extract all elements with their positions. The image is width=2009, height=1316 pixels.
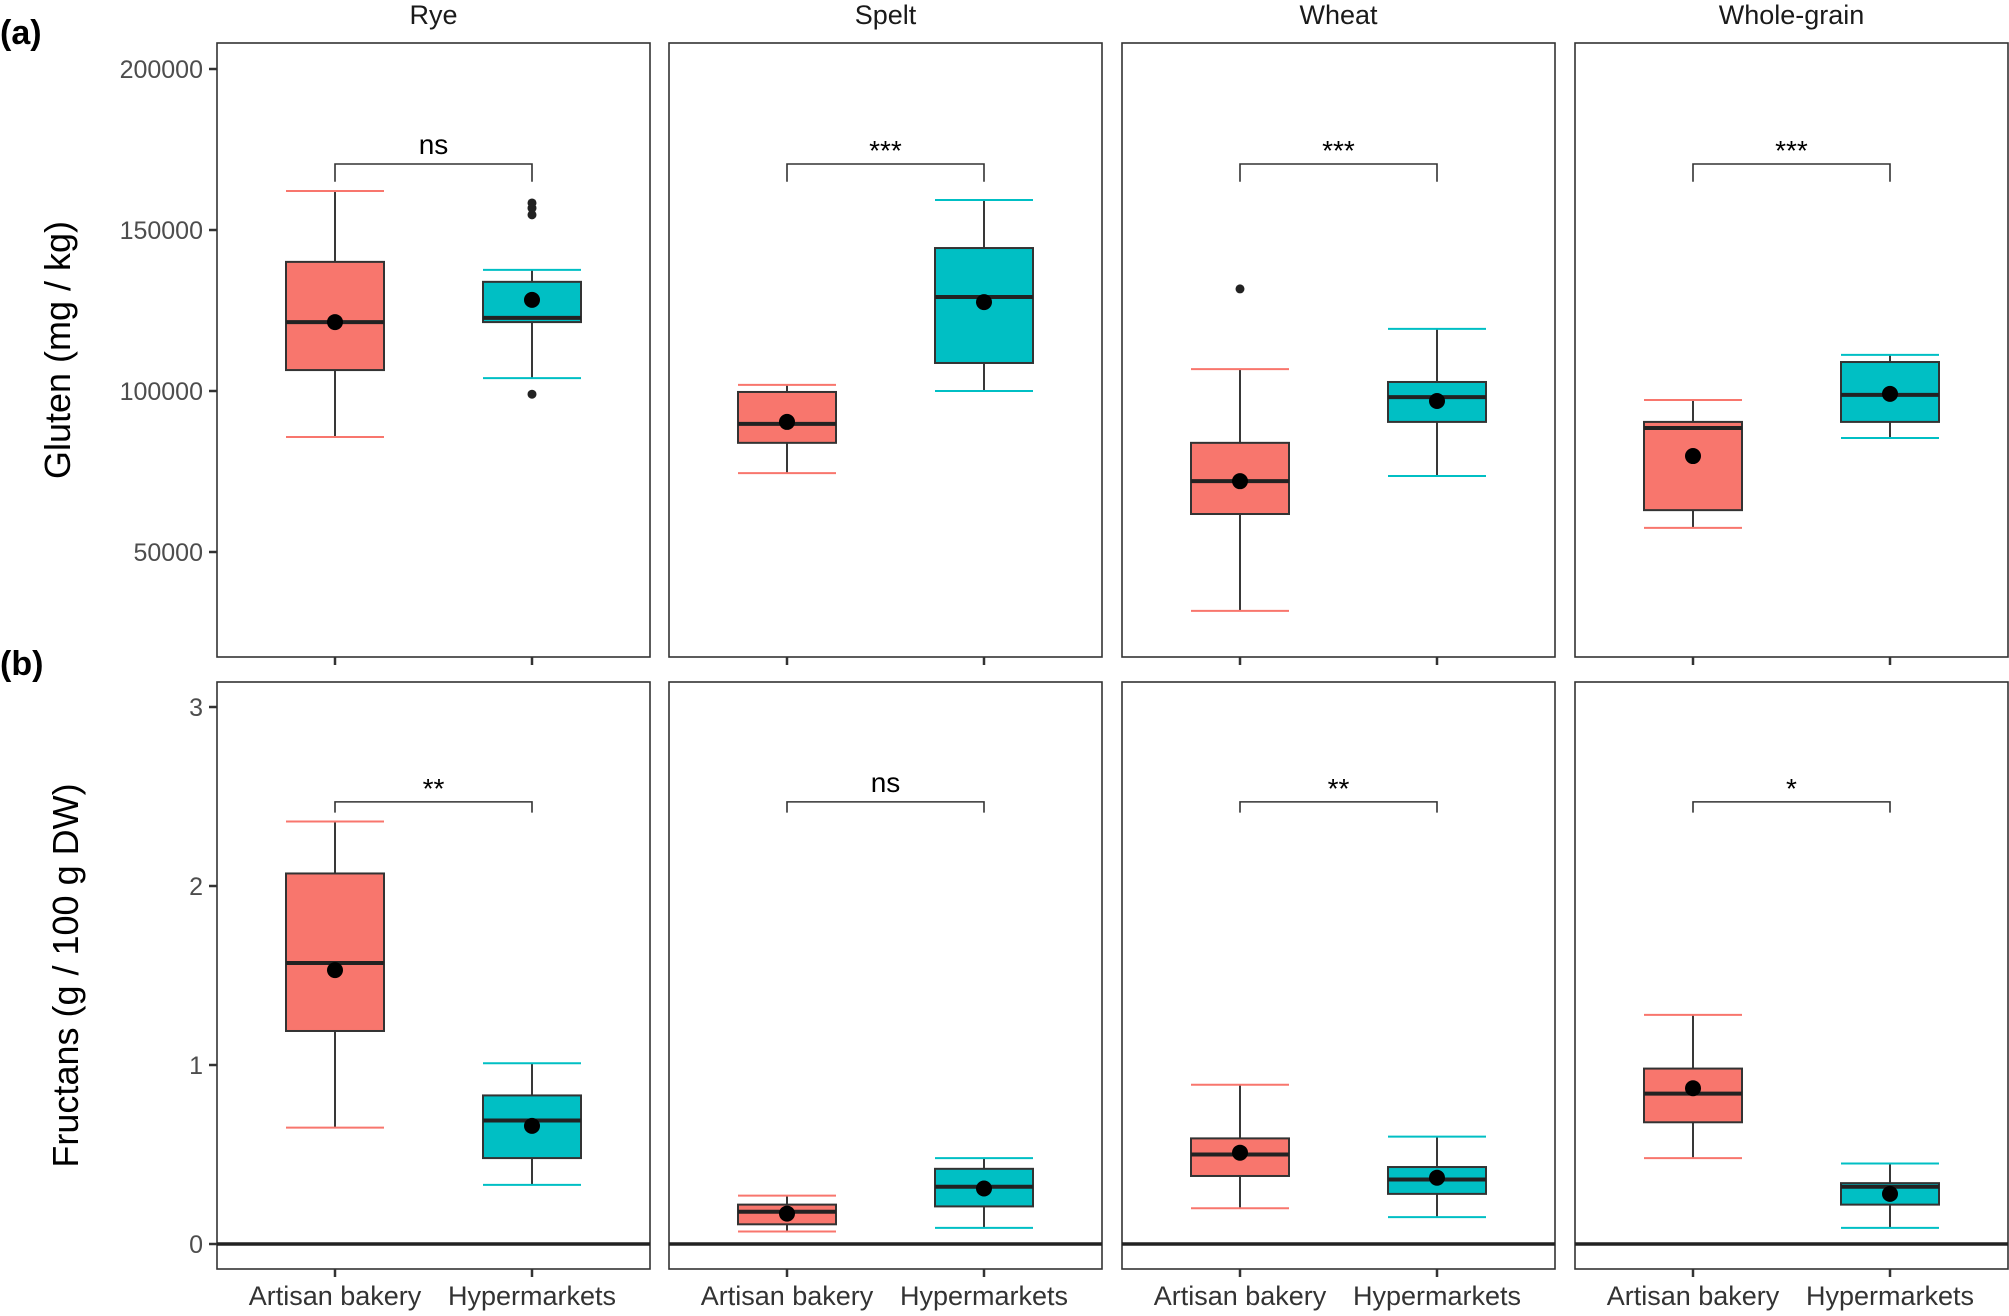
mean-point bbox=[1685, 1080, 1701, 1097]
significance-label: ** bbox=[1328, 773, 1350, 804]
significance-bracket bbox=[334, 801, 533, 813]
y-tick-label: 50000 bbox=[133, 539, 203, 567]
panel-border bbox=[1121, 42, 1556, 658]
mean-point bbox=[976, 294, 992, 311]
significance-label: *** bbox=[1322, 135, 1355, 166]
significance-bracket bbox=[1239, 801, 1438, 813]
significance-bracket bbox=[786, 801, 985, 813]
facet-title: Rye bbox=[409, 0, 457, 30]
significance-label: ** bbox=[423, 773, 445, 804]
box-artisan-bakery bbox=[285, 872, 385, 1032]
mean-point bbox=[779, 1205, 795, 1222]
mean-point bbox=[779, 413, 795, 430]
mean-point bbox=[1232, 1144, 1248, 1161]
significance-bracket bbox=[1692, 163, 1891, 182]
significance-bracket bbox=[1692, 801, 1891, 813]
mean-point bbox=[524, 1117, 540, 1134]
y-tick-label: 100000 bbox=[120, 378, 203, 406]
facet-title: Wheat bbox=[1299, 0, 1378, 30]
y-tick-label: 150000 bbox=[120, 217, 203, 245]
mean-point bbox=[1429, 1169, 1445, 1186]
mean-point bbox=[327, 314, 343, 331]
significance-label: ns bbox=[419, 129, 449, 160]
y-tick-label: 0 bbox=[189, 1231, 203, 1259]
x-tick-label: Hypermarkets bbox=[1806, 1281, 1974, 1311]
significance-label: ns bbox=[871, 767, 901, 798]
y-axis-title: Fructans (g / 100 g DW) bbox=[45, 783, 86, 1167]
panel-tag: (a) bbox=[0, 14, 42, 52]
outlier-point bbox=[527, 210, 537, 220]
y-tick-label: 2 bbox=[189, 873, 203, 901]
outlier-point bbox=[527, 389, 537, 399]
significance-bracket bbox=[334, 163, 533, 182]
y-tick-label: 1 bbox=[189, 1052, 203, 1080]
significance-label: *** bbox=[869, 135, 902, 166]
x-tick-label: Hypermarkets bbox=[900, 1281, 1068, 1311]
y-tick-label: 3 bbox=[189, 694, 203, 722]
panel-border bbox=[216, 42, 651, 658]
box-artisan-bakery bbox=[1643, 420, 1743, 512]
mean-point bbox=[976, 1180, 992, 1197]
y-axis-title: Gluten (mg / kg) bbox=[37, 221, 78, 479]
mean-point bbox=[524, 291, 540, 308]
panel-border bbox=[216, 681, 651, 1270]
mean-point bbox=[1685, 448, 1701, 465]
x-tick-label: Artisan bakery bbox=[701, 1281, 874, 1311]
significance-label: *** bbox=[1775, 135, 1808, 166]
panel-border bbox=[1574, 681, 2009, 1270]
significance-bracket bbox=[786, 163, 985, 182]
x-tick-label: Hypermarkets bbox=[1353, 1281, 1521, 1311]
significance-label: * bbox=[1786, 773, 1797, 804]
mean-point bbox=[327, 962, 343, 979]
x-tick-label: Hypermarkets bbox=[448, 1281, 616, 1311]
panel-border bbox=[668, 42, 1103, 658]
mean-point bbox=[1882, 1185, 1898, 1202]
mean-point bbox=[1429, 392, 1445, 409]
mean-point bbox=[1232, 473, 1248, 490]
x-tick-label: Artisan bakery bbox=[249, 1281, 422, 1311]
panel-border bbox=[668, 681, 1103, 1270]
mean-point bbox=[1882, 385, 1898, 402]
panel-border bbox=[1121, 681, 1556, 1270]
facet-title: Whole-grain bbox=[1719, 0, 1865, 30]
facet-title: Spelt bbox=[855, 0, 917, 30]
panel-border bbox=[1574, 42, 2009, 658]
x-tick-label: Artisan bakery bbox=[1154, 1281, 1327, 1311]
outlier-point bbox=[527, 198, 537, 208]
panel-tag: (b) bbox=[0, 645, 43, 683]
y-tick-label: 200000 bbox=[120, 56, 203, 84]
outlier-point bbox=[1235, 284, 1245, 294]
significance-bracket bbox=[1239, 163, 1438, 182]
x-tick-label: Artisan bakery bbox=[1607, 1281, 1780, 1311]
